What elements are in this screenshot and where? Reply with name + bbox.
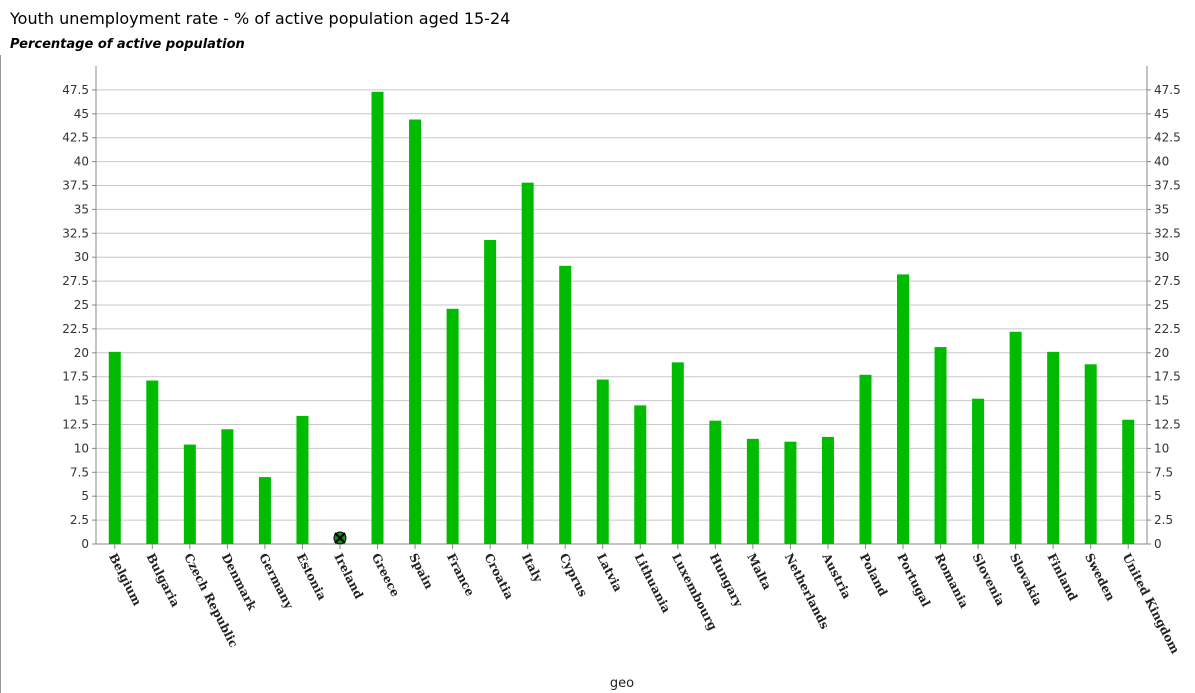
bar-hungary — [709, 420, 722, 544]
y-tick-label-right: 12.5 — [1154, 418, 1181, 432]
bar-denmark — [221, 429, 234, 544]
y-tick-label-left: 2.5 — [70, 513, 89, 527]
missing-value-marker-cross-b — [334, 532, 346, 544]
y-tick-label-left: 37.5 — [62, 179, 89, 193]
chart-subtitle: Percentage of active population — [10, 37, 245, 52]
x-tick-label-hungary: Hungary — [707, 551, 746, 610]
bar-croatia — [484, 239, 497, 544]
y-tick-label-left: 47.5 — [62, 83, 89, 97]
y-tick-label-right: 22.5 — [1154, 322, 1181, 336]
bar-united-kingdom — [1122, 419, 1135, 544]
bar-greece — [371, 91, 384, 544]
x-tick-label-united-kingdom: United Kingdom — [1120, 551, 1183, 656]
bar-sweden — [1084, 364, 1097, 544]
y-tick-label-right: 0 — [1154, 537, 1162, 551]
y-tick-label-left: 35 — [74, 202, 89, 216]
bar-estonia — [296, 415, 309, 544]
y-tick-label-right: 37.5 — [1154, 179, 1181, 193]
y-tick-label-left: 42.5 — [62, 131, 89, 145]
x-tick-label-france: France — [444, 551, 478, 599]
bar-germany — [258, 477, 271, 544]
y-tick-label-right: 15 — [1154, 394, 1169, 408]
chart-title: Youth unemployment rate - % of active po… — [10, 9, 511, 28]
x-tick-label-italy: Italy — [519, 551, 546, 585]
bar-finland — [1047, 351, 1060, 544]
y-tick-label-right: 47.5 — [1154, 83, 1181, 97]
x-tick-label-slovenia: Slovenia — [969, 551, 1007, 608]
y-tick-label-right: 7.5 — [1154, 465, 1173, 479]
x-tick-label-poland: Poland — [857, 551, 891, 599]
x-tick-label-sweden: Sweden — [1082, 551, 1118, 603]
y-tick-label-left: 27.5 — [62, 274, 89, 288]
y-tick-label-right: 2.5 — [1154, 513, 1173, 527]
y-tick-label-left: 25 — [74, 298, 89, 312]
x-tick-label-denmark: Denmark — [219, 551, 260, 613]
y-tick-label-right: 27.5 — [1154, 274, 1181, 288]
bar-lithuania — [634, 405, 647, 544]
bar-czech-republic — [183, 444, 196, 544]
x-tick-label-latvia: Latvia — [594, 551, 625, 594]
bar-slovakia — [1009, 331, 1022, 544]
bar-cyprus — [559, 265, 572, 544]
y-tick-label-left: 5 — [81, 489, 89, 503]
y-tick-label-right: 25 — [1154, 298, 1169, 312]
bar-netherlands — [784, 441, 797, 544]
y-tick-label-left: 45 — [74, 107, 89, 121]
y-tick-label-left: 32.5 — [62, 226, 89, 240]
x-tick-label-cyprus: Cyprus — [557, 551, 591, 599]
bar-belgium — [108, 351, 121, 544]
x-tick-label-finland: Finland — [1044, 551, 1080, 604]
x-tick-label-austria: Austria — [819, 550, 854, 601]
y-tick-label-right: 32.5 — [1154, 226, 1181, 240]
bar-slovenia — [972, 398, 985, 544]
x-tick-label-ireland: Ireland — [331, 551, 366, 602]
y-tick-label-left: 7.5 — [70, 465, 89, 479]
bar-luxembourg — [671, 362, 684, 544]
y-tick-label-right: 42.5 — [1154, 131, 1181, 145]
x-tick-label-malta: Malta — [744, 551, 774, 592]
y-tick-label-right: 35 — [1154, 202, 1169, 216]
y-tick-label-right: 45 — [1154, 107, 1169, 121]
x-tick-label-bulgaria: Bulgaria — [144, 551, 183, 609]
y-tick-label-left: 10 — [74, 441, 89, 455]
bar-italy — [521, 182, 534, 544]
frame-left-rule — [0, 55, 1, 693]
y-tick-label-right: 5 — [1154, 489, 1162, 503]
x-tick-label-portugal: Portugal — [894, 551, 933, 609]
x-tick-label-spain: Spain — [406, 551, 436, 592]
bar-romania — [934, 347, 947, 544]
y-tick-label-left: 0 — [81, 537, 89, 551]
x-tick-label-estonia: Estonia — [294, 551, 330, 603]
y-tick-label-left: 20 — [74, 346, 89, 360]
y-tick-label-right: 20 — [1154, 346, 1169, 360]
x-axis-title: geo — [610, 676, 634, 691]
bar-latvia — [596, 379, 609, 544]
bar-spain — [409, 119, 422, 544]
y-tick-label-right: 10 — [1154, 441, 1169, 455]
y-tick-label-left: 30 — [74, 250, 89, 264]
y-tick-label-left: 12.5 — [62, 418, 89, 432]
bar-bulgaria — [146, 380, 159, 544]
x-tick-label-greece: Greece — [369, 551, 403, 599]
y-tick-label-left: 15 — [74, 394, 89, 408]
bar-poland — [859, 374, 872, 544]
x-tick-label-belgium: Belgium — [106, 551, 144, 608]
x-tick-label-romania: Romania — [932, 551, 972, 611]
y-tick-label-right: 40 — [1154, 155, 1169, 169]
x-tick-label-croatia: Croatia — [481, 551, 516, 602]
x-tick-label-slovakia: Slovakia — [1007, 551, 1045, 608]
x-tick-label-germany: Germany — [256, 551, 296, 612]
bar-portugal — [897, 274, 910, 544]
x-tick-label-lithuania: Lithuania — [632, 551, 674, 615]
bar-malta — [746, 438, 759, 544]
bar-france — [446, 308, 459, 544]
y-tick-label-left: 17.5 — [62, 370, 89, 384]
y-tick-label-left: 22.5 — [62, 322, 89, 336]
y-tick-label-left: 40 — [74, 155, 89, 169]
y-tick-label-right: 17.5 — [1154, 370, 1181, 384]
y-tick-label-right: 30 — [1154, 250, 1169, 264]
bar-austria — [821, 436, 834, 544]
